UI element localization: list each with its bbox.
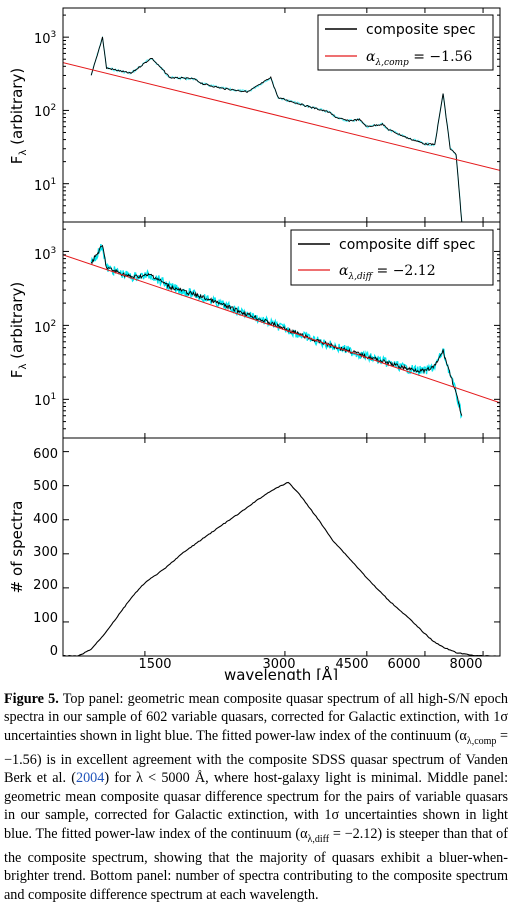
- y-tick-label: 103: [34, 30, 56, 47]
- y-tick-label: 101: [34, 392, 56, 409]
- count-line: [63, 481, 500, 656]
- caption-text: = −2.12) is steeper than that of the com…: [4, 825, 508, 903]
- y-tick-label: 0: [50, 644, 58, 659]
- top-panel-data: [63, 35, 500, 222]
- caption-label: Figure 5.: [4, 691, 59, 707]
- caption-sub: λ,comp: [466, 735, 497, 747]
- top-y-tick-labels: 103 102 101: [34, 30, 56, 194]
- power-law-fit-line: [63, 62, 500, 171]
- y-tick-label: 500: [33, 479, 58, 494]
- x-tick-label: 6000: [387, 657, 420, 672]
- figure-caption: Figure 5. Top panel: geometric mean comp…: [4, 690, 508, 904]
- caption-sub: λ,diff: [307, 833, 330, 845]
- y-tick-label: 102: [34, 103, 56, 120]
- y-tick-label: 200: [33, 578, 58, 593]
- top-y-axis-label: Fλ (arbitrary): [8, 68, 29, 164]
- axis-ticks: [63, 8, 500, 657]
- y-tick-label: 300: [33, 545, 58, 560]
- caption-text: ) for λ < 5000 Å, where host-galaxy ligh…: [4, 770, 509, 842]
- uncertainty-band: [90, 244, 463, 419]
- y-tick-label: 400: [33, 512, 58, 527]
- legend-box: [290, 229, 494, 286]
- bottom-y-tick-labels: 0 100 200 300 400 500 600: [33, 447, 58, 659]
- middle-legend: composite diff spec αλ,diff = −2.12: [290, 229, 494, 286]
- legend-label-fit: αλ,diff = −2.12: [339, 263, 436, 282]
- legend-label-spectrum: composite spec: [366, 22, 476, 38]
- y-tick-label: 102: [34, 319, 56, 336]
- x-tick-label: 3000: [262, 657, 295, 672]
- x-tick-labels: 1500 3000 4500 6000 8000: [138, 657, 482, 672]
- citation-link[interactable]: 2004: [75, 770, 105, 787]
- legend-label-fit: αλ,comp = −1.56: [366, 49, 472, 68]
- x-tick-label: 8000: [449, 657, 482, 672]
- caption-text: = −1.56) is in excellent agreement with …: [4, 727, 508, 787]
- x-tick-label: 4500: [335, 657, 368, 672]
- middle-panel-data: [63, 244, 500, 419]
- figure: 103 102 101 103 102 101 0 100 200 300 40…: [8, 7, 501, 680]
- y-tick-label: 103: [34, 246, 56, 263]
- bottom-panel-data: [63, 481, 500, 656]
- middle-y-tick-labels: 103 102 101: [34, 246, 56, 409]
- legend-box: [317, 14, 494, 71]
- legend-label-spectrum: composite diff spec: [339, 237, 475, 253]
- caption-text: Top panel: geometric mean composite quas…: [4, 691, 508, 744]
- bottom-y-axis-label: # of spectra: [8, 501, 26, 594]
- y-tick-label: 600: [33, 447, 58, 462]
- x-tick-label: 1500: [138, 657, 171, 672]
- y-tick-label: 101: [34, 177, 56, 194]
- middle-y-axis-label: Fλ (arbitrary): [8, 282, 29, 378]
- x-axis-label: wavelength [Å]: [224, 665, 338, 680]
- bottom-panel-frame: [62, 437, 501, 657]
- y-tick-label: 100: [33, 611, 58, 626]
- top-legend: composite spec αλ,comp = −1.56: [317, 14, 494, 71]
- power-law-fit-line: [63, 254, 500, 404]
- spectrum-line: [90, 36, 463, 222]
